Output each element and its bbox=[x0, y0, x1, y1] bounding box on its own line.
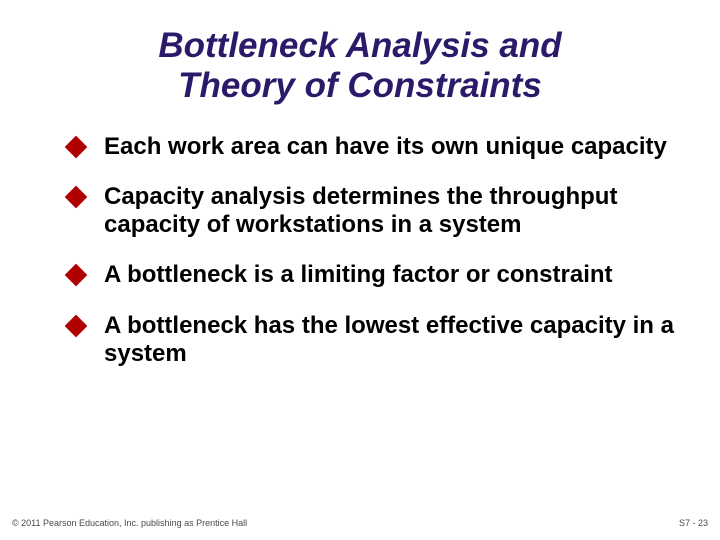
bullet-text: A bottleneck is a limiting factor or con… bbox=[104, 261, 613, 288]
bullet-text: A bottleneck has the lowest effective ca… bbox=[104, 312, 674, 367]
title-line-2: Theory of Constraints bbox=[178, 66, 542, 105]
bullet-list: Each work area can have its own unique c… bbox=[40, 133, 680, 369]
title-line-1: Bottleneck Analysis and bbox=[158, 26, 561, 65]
diamond-icon bbox=[65, 314, 88, 337]
footer-page-number: S7 - 23 bbox=[679, 518, 708, 528]
slide-title: Bottleneck Analysis and Theory of Constr… bbox=[40, 26, 680, 107]
footer-copyright: © 2011 Pearson Education, Inc. publishin… bbox=[12, 518, 247, 528]
diamond-icon bbox=[65, 185, 88, 208]
slide: Bottleneck Analysis and Theory of Constr… bbox=[0, 0, 720, 540]
bullet-text: Capacity analysis determines the through… bbox=[104, 183, 617, 238]
bullet-item: A bottleneck has the lowest effective ca… bbox=[68, 312, 680, 369]
diamond-icon bbox=[65, 264, 88, 287]
bullet-item: Capacity analysis determines the through… bbox=[68, 183, 680, 240]
bullet-item: Each work area can have its own unique c… bbox=[68, 133, 680, 161]
bullet-item: A bottleneck is a limiting factor or con… bbox=[68, 261, 680, 289]
bullet-text: Each work area can have its own unique c… bbox=[104, 133, 667, 160]
diamond-icon bbox=[65, 135, 88, 158]
